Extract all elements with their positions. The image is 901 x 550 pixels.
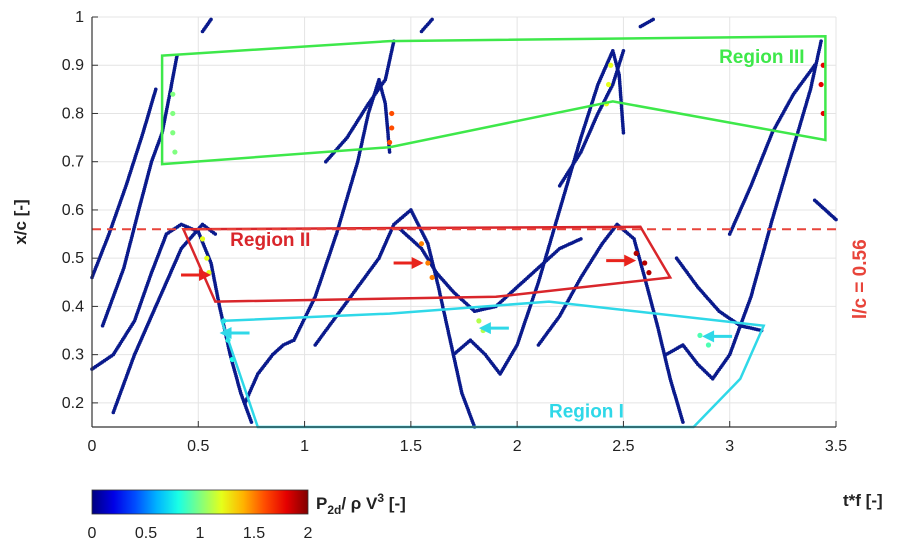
data-points [90, 17, 838, 429]
trajectory-C3 [557, 48, 626, 188]
colorbar-tick-label: 0.5 [135, 525, 157, 542]
trajectory-C5 [674, 256, 764, 333]
region-outline-2 [181, 225, 673, 303]
y-tick-label: 0.5 [62, 250, 84, 267]
x-tick-label: 0 [88, 438, 97, 455]
x-tick-label: 3.5 [825, 438, 847, 455]
y-tick-label: 0.7 [62, 154, 84, 171]
hotspot-point [425, 260, 431, 266]
colorbar-label: P2d/ ρ V3 [-] [316, 491, 406, 517]
data-point [681, 420, 685, 424]
data-point [387, 150, 392, 154]
trajectory-C2 [664, 39, 823, 381]
plot-background [92, 17, 836, 427]
x-axis-label: t*f [-] [843, 491, 883, 510]
hotspot-point [387, 139, 393, 146]
axes: 0 0.5 1 1.5 2 2.5 3 3.5 0.2 0.3 0.4 0.5 0.6 0.7 0.8 0.9… [62, 9, 847, 455]
colorbar-tick-label: 1 [196, 525, 205, 542]
hotspot-point [608, 62, 614, 68]
x-tick-label: 0.5 [187, 438, 209, 455]
hotspot-point [199, 236, 206, 242]
trajectory-D1 [812, 198, 838, 222]
hotspot-point [642, 260, 648, 266]
x-tick-label: 1 [300, 438, 309, 455]
hotspot-point [705, 342, 712, 348]
data-point [209, 17, 213, 22]
data-point [213, 232, 218, 236]
y-tick-label: 0.4 [62, 298, 84, 315]
x-tick-label: 3 [725, 438, 734, 455]
hotspot-point [389, 125, 395, 131]
arrow-1 [181, 269, 212, 282]
region-outline-3 [160, 35, 827, 166]
arrow-4 [219, 326, 250, 339]
y-tick-label: 0.2 [62, 395, 84, 412]
y-axis-label: x/c [-] [11, 199, 30, 244]
colorbar-gradient [91, 489, 309, 515]
colorbar-label-rest: / ρ V [341, 494, 378, 513]
arrow-6 [702, 330, 733, 343]
hotspot-point [818, 81, 824, 88]
data-point [834, 217, 838, 222]
hotspot-point [633, 250, 639, 256]
region-label-3: Region III [719, 47, 805, 68]
grid [91, 16, 837, 427]
region-label-2: Region II [230, 230, 310, 251]
colorbar-tick-label: 0 [88, 525, 97, 542]
colorbar-label-main: P [316, 494, 327, 513]
arrows [181, 254, 733, 343]
arrow-3 [606, 254, 637, 267]
x-tick-label: 2 [513, 438, 522, 455]
data-point [430, 17, 434, 22]
colorbar-label-sup: 3 [377, 491, 384, 505]
trajectory-B2 [451, 49, 626, 376]
data-point [651, 17, 655, 22]
data-point [153, 87, 158, 92]
hotspot-point [429, 274, 435, 281]
hotspot-point [605, 81, 612, 88]
colorbar-label-unit: [-] [384, 494, 406, 513]
hotspot-point [476, 318, 482, 324]
hotspot-point [646, 270, 652, 276]
colorbar-label-sub: 2d [327, 503, 341, 517]
reference-line-label: l/c = 0.56 [850, 239, 871, 319]
trajectory-D4 [638, 17, 655, 29]
hotspot-point [170, 110, 176, 117]
data-point [249, 420, 254, 424]
trajectory-D3 [419, 17, 434, 34]
y-tick-label: 0.8 [62, 105, 84, 122]
trajectory-D2 [200, 17, 213, 34]
hotspot-point [418, 241, 425, 247]
arrow-5 [478, 322, 509, 335]
data-point [621, 130, 626, 135]
y-tick-label: 0.9 [62, 57, 84, 74]
colorbar-tick-label: 1.5 [243, 525, 265, 542]
hotspot-point [697, 332, 703, 338]
trajectory-A5 [90, 87, 158, 280]
hotspot-point [389, 110, 395, 117]
hotspot-point [204, 255, 210, 261]
hotspot-point [170, 91, 176, 97]
trajectory-A2 [243, 77, 392, 405]
data-point [812, 63, 817, 68]
x-tick-label: 1.5 [400, 438, 422, 455]
data-point [819, 39, 823, 43]
y-tick-label: 0.6 [62, 202, 84, 219]
arrow-2 [393, 257, 424, 269]
trajectory-C4 [727, 63, 817, 236]
trajectory-A3 [100, 53, 179, 328]
region-label-1: Region I [549, 401, 624, 422]
y-tick-label: 0.3 [62, 347, 84, 364]
hotspot-point [172, 149, 178, 155]
data-point [621, 48, 626, 53]
x-tick-label: 2.5 [612, 438, 634, 455]
trajectory-A1 [90, 222, 254, 424]
data-point [579, 237, 583, 241]
labels: Region I Region II Region III l/c = 0.56 x/c… [11, 47, 883, 510]
colorbar-tick-label: 2 [304, 525, 313, 542]
y-tick-label: 1 [75, 9, 84, 26]
hotspot-point [170, 130, 176, 136]
